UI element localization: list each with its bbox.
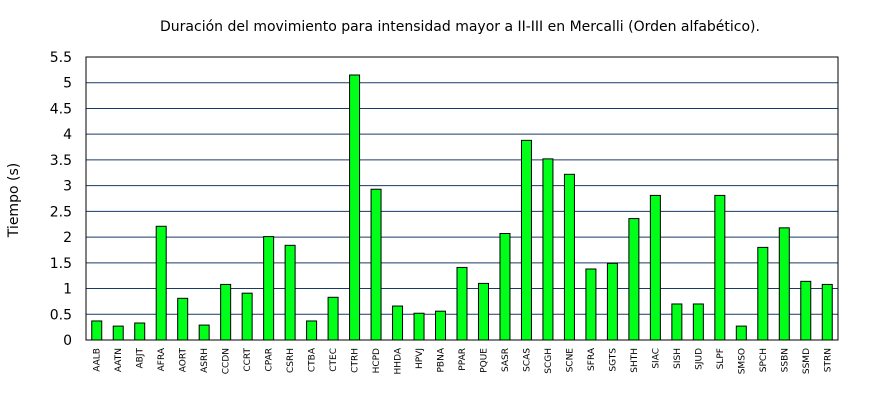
- x-tick-label: PQUE: [479, 348, 489, 373]
- x-tick-label: HHDA: [394, 347, 404, 374]
- bar-ssmd: [800, 280, 812, 341]
- bar-sish: [671, 303, 683, 341]
- x-tick-label: AATN: [114, 348, 124, 372]
- bar-scgh: [542, 158, 554, 341]
- bar-aort: [177, 297, 189, 341]
- x-tick-label: SHTH: [630, 348, 640, 373]
- bars: [91, 74, 833, 341]
- x-tick-label: SGTS: [608, 348, 618, 372]
- plot-frame: [85, 56, 839, 341]
- y-tick-label: 3: [63, 179, 72, 195]
- y-tick-label: 2: [63, 230, 72, 246]
- y-tick-label: 0: [63, 333, 72, 349]
- bar-siac: [649, 194, 661, 341]
- bar-aatn: [112, 325, 124, 341]
- bar-sasr: [499, 232, 511, 341]
- bar-asrh: [198, 324, 210, 341]
- bar-sjud: [692, 303, 704, 341]
- bar-csrh: [284, 244, 296, 341]
- bar-pbna: [435, 310, 447, 341]
- x-tick-label: CPAR: [265, 348, 275, 372]
- bar-ctba: [306, 320, 318, 341]
- bar-ctec: [327, 296, 339, 341]
- bar-scne: [563, 173, 575, 341]
- x-tick-label: CSRH: [286, 348, 296, 373]
- x-tick-label: CCRT: [243, 348, 253, 372]
- y-axis-label: Tiempo (s): [6, 163, 22, 238]
- bar-slpf: [714, 194, 726, 341]
- x-tick-label: SCNE: [565, 348, 575, 373]
- y-tick-label: 1.5: [50, 256, 72, 272]
- bar-hpvj: [413, 312, 425, 341]
- x-tick-label: SFRA: [587, 347, 597, 371]
- x-tick-label: CCDN: [222, 348, 232, 374]
- x-tick-label: SCGH: [544, 348, 554, 374]
- x-tick-label: SJUD: [694, 348, 704, 370]
- bar-strn: [821, 283, 833, 341]
- x-tick-label: HCPD: [372, 348, 382, 373]
- y-tick-label: 0.5: [50, 307, 72, 323]
- x-tick-label: AALB: [93, 348, 103, 372]
- x-tick-label: SSBN: [780, 348, 790, 372]
- x-tick-label: PBNA: [437, 347, 447, 372]
- chart-title: Duración del movimiento para intensidad …: [160, 19, 760, 35]
- y-tick-label: 2.5: [50, 204, 72, 220]
- x-tick-label: SSMD: [802, 348, 812, 374]
- x-tick-label: PPAR: [458, 348, 468, 371]
- bar-ssbn: [778, 227, 790, 341]
- bar-ccdn: [220, 283, 232, 341]
- bar-ccrt: [241, 292, 253, 341]
- x-tick-label: STRN: [823, 348, 833, 372]
- x-tick-label: CTRH: [351, 348, 361, 373]
- y-tick-label: 5.5: [50, 50, 72, 66]
- bar-aalb: [91, 320, 103, 341]
- x-tick-label: SISH: [673, 348, 683, 369]
- x-tick-label: CTBA: [308, 347, 318, 372]
- x-tick-label: HPVJ: [415, 348, 425, 369]
- x-tick-label: AFRA: [157, 347, 167, 371]
- bar-pque: [477, 282, 489, 341]
- x-tick-label: AORT: [179, 348, 189, 373]
- x-tick-label: SMSO: [737, 348, 747, 374]
- y-tick-label: 3.5: [50, 153, 72, 169]
- y-tick-label: 5: [63, 76, 72, 92]
- bar-spch: [757, 246, 769, 341]
- x-tick-label: SASR: [501, 348, 511, 372]
- bar-hcpd: [370, 188, 382, 341]
- y-tick-label: 4.5: [50, 101, 72, 117]
- bar-ppar: [456, 266, 468, 341]
- bar-scas: [520, 139, 532, 341]
- x-tick-label: SPCH: [759, 348, 769, 372]
- x-tick-label: SLPF: [716, 348, 726, 369]
- x-tick-label: SIAC: [651, 348, 661, 369]
- bar-shth: [628, 218, 640, 341]
- y-axis-ticks: 0 0.5 1 1.5 2 2.5 3 3.5 4 4.5 5 5.5: [50, 50, 72, 349]
- gridlines: [86, 82, 838, 315]
- x-tick-label: CTEC: [329, 348, 339, 372]
- y-tick-label: 1: [63, 282, 72, 298]
- bar-abjt: [134, 322, 146, 341]
- bar-ctrh: [349, 74, 361, 341]
- x-tick-label: ABJT: [136, 347, 146, 368]
- x-tick-label: ASRH: [200, 348, 210, 373]
- bar-sfra: [585, 268, 597, 341]
- y-tick-label: 4: [63, 127, 72, 143]
- bar-smso: [735, 325, 747, 341]
- bar-sgts: [606, 262, 618, 341]
- bar-hhda: [392, 305, 404, 341]
- bar-afra: [155, 225, 167, 341]
- x-tick-label: SCAS: [522, 348, 532, 372]
- bar-cpar: [263, 236, 275, 341]
- x-axis-ticks: AALB AATN ABJT AFRA AORT ASRH CCDN CCRT CPAR CSRH…: [93, 347, 834, 374]
